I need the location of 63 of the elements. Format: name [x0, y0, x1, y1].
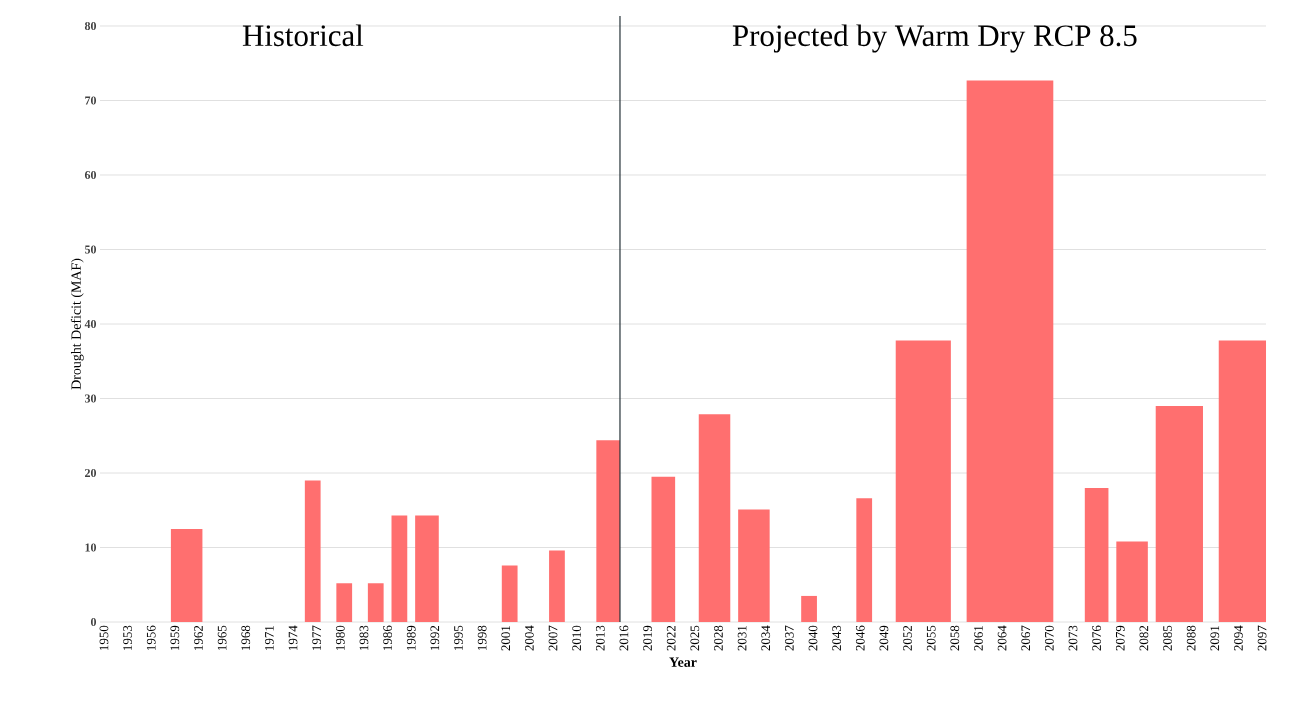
x-tick-label: 1977: [312, 625, 322, 650]
x-tick-label: 2013: [595, 625, 605, 651]
x-tick-label: 2079: [1115, 625, 1125, 651]
x-tick-label: 1962: [194, 625, 203, 650]
y-axis-title: Drought Deficit (MAF): [70, 258, 84, 390]
x-tick-label: 2082: [1139, 625, 1149, 651]
y-tick-label: 20: [85, 468, 97, 478]
y-tick-label: 70: [85, 96, 97, 105]
x-tick-label: 2022: [666, 625, 676, 651]
x-tick-label: 2028: [714, 625, 723, 651]
x-tick-label: 2088: [1186, 625, 1196, 651]
x-tick-label: 2049: [879, 625, 889, 651]
x-tick-label: 2055: [926, 625, 936, 651]
y-tick-label: 40: [84, 319, 97, 329]
x-tick-label: 2016: [619, 625, 629, 651]
x-tick-label: 2046: [855, 625, 865, 651]
x-tick-label: 2031: [737, 625, 747, 651]
x-tick-label: 1953: [123, 625, 132, 650]
x-tick-label: 2037: [785, 625, 794, 651]
x-tick-label: 1956: [146, 625, 156, 650]
x-tick-label: 2043: [832, 625, 842, 651]
x-tick-label: 2040: [808, 625, 818, 651]
x-tick-label: 2034: [761, 625, 771, 651]
x-tick-label: 1992: [430, 625, 440, 650]
x-tick-label: 1980: [335, 625, 345, 650]
x-tick-label: 1950: [99, 625, 109, 650]
annotation: Projected by Warm Dry RCP 8.5: [732, 24, 1137, 53]
y-tick-label: 30: [84, 394, 97, 403]
x-tick-label: 2010: [572, 625, 582, 651]
x-tick-label: 2064: [997, 625, 1007, 651]
x-tick-label: 1986: [383, 625, 392, 650]
y-tick-label: 60: [84, 170, 97, 180]
x-tick-label: 1974: [288, 625, 298, 650]
x-tick-label: 2001: [501, 625, 511, 651]
x-tick-label: 1998: [477, 625, 487, 650]
y-tick-label: 50: [85, 245, 97, 254]
x-tick-label: 2097: [1257, 625, 1267, 651]
x-tick-label: 2061: [974, 625, 983, 651]
x-tick-label: 2019: [643, 625, 652, 651]
x-tick-label: 1989: [406, 625, 416, 650]
x-tick-label: 1959: [170, 625, 180, 650]
x-tick-label: 1995: [454, 625, 463, 650]
x-tick-label: 2067: [1021, 625, 1031, 651]
x-tick-label: 2091: [1210, 625, 1220, 651]
y-tick-label: 0: [90, 617, 97, 627]
x-tick-label: 2073: [1068, 625, 1078, 651]
x-tick-label: 2004: [525, 625, 534, 651]
x-tick-label: 1983: [359, 625, 369, 650]
annotation: Historical: [242, 24, 364, 47]
x-tick-label: 2094: [1234, 625, 1243, 651]
x-tick-label: 2052: [903, 625, 912, 651]
x-tick-label: 2058: [950, 625, 960, 651]
x-axis-title: Year: [669, 657, 697, 667]
x-tick-label: 2025: [690, 625, 700, 651]
x-tick-label: 1965: [217, 625, 227, 650]
y-tick-label: 10: [85, 543, 97, 552]
x-tick-label: 1971: [265, 625, 274, 650]
x-tick-label: 1968: [241, 625, 251, 650]
x-tick-label: 2007: [548, 625, 558, 651]
x-tick-label: 2070: [1044, 625, 1054, 651]
y-tick-label: 80: [84, 21, 97, 31]
x-tick-label: 2076: [1092, 625, 1101, 651]
x-tick-label: 2085: [1163, 625, 1172, 651]
